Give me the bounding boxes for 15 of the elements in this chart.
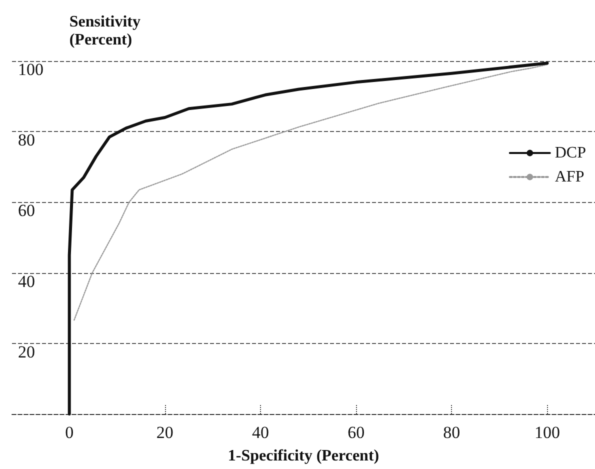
x-tick-label: 100 (534, 423, 560, 442)
x-tick-label: 0 (65, 423, 74, 442)
x-axis-title: 1-Specificity (Percent) (228, 448, 380, 464)
legend-label: DCP (554, 144, 586, 162)
x-tick-label: 20 (156, 423, 174, 442)
x-tick-label: 60 (348, 423, 365, 442)
legend-label: AFP (554, 168, 584, 186)
y-tick-label: 60 (18, 201, 35, 220)
y-tick-label: 80 (18, 130, 35, 150)
x-tick-label: 40 (252, 423, 269, 442)
x-tick-label: 80 (443, 423, 460, 442)
y-tick-label: 100 (18, 60, 44, 79)
y-tick-label: 20 (18, 342, 35, 362)
y-tick-label: 40 (18, 272, 35, 291)
y-axis-title: Sensitivity (Percent) (69, 14, 140, 48)
